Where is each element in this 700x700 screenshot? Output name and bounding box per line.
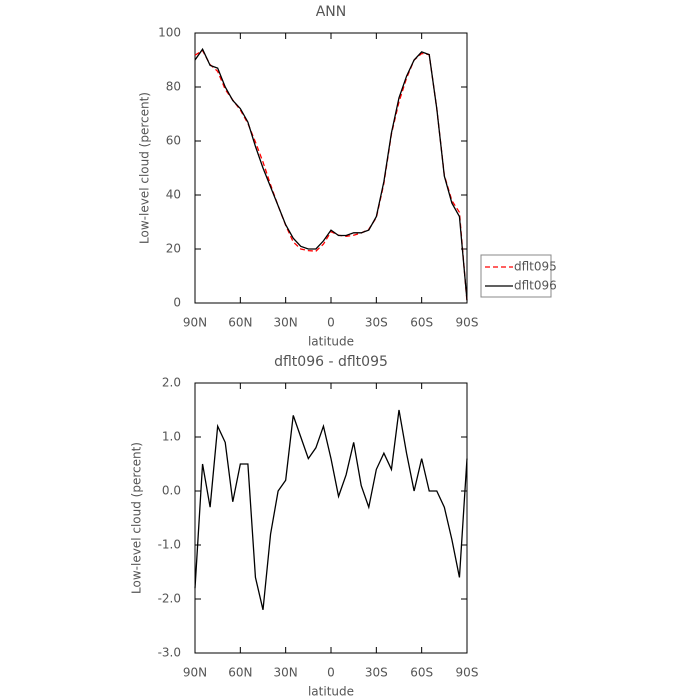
y-tick-label: 100 — [158, 26, 181, 40]
y-tick-label: 80 — [166, 80, 181, 94]
data-line — [194, 409, 468, 610]
legend-label: dflt096 — [514, 279, 557, 293]
y-tick-label: 2.0 — [162, 376, 181, 390]
x-tick-label: 0 — [327, 666, 335, 680]
x-tick-label: 30N — [274, 316, 298, 330]
plot-frame — [194, 32, 468, 304]
data-line — [194, 49, 468, 302]
x-tick-label: 90N — [183, 666, 207, 680]
x-tick-label: 90S — [456, 316, 479, 330]
y-tick-label: 20 — [166, 242, 181, 256]
x-tick-label: 60N — [228, 666, 252, 680]
y-tick-label: 60 — [166, 134, 181, 148]
plot-frame — [194, 382, 468, 654]
x-tick-label: 60S — [410, 666, 433, 680]
legend-label: dflt095 — [514, 260, 557, 274]
x-tick-label: 30N — [274, 666, 298, 680]
x-tick-label: 60N — [228, 316, 252, 330]
chart-title: dflt096 - dflt095 — [274, 354, 388, 370]
x-tick-label: 30S — [365, 316, 388, 330]
y-axis-label: Low-level cloud (percent) — [130, 442, 144, 594]
chart-title: ANN — [316, 4, 347, 20]
x-axis-label: latitude — [308, 685, 354, 699]
y-tick-label: 0.0 — [162, 484, 181, 498]
x-tick-label: 60S — [410, 316, 433, 330]
x-tick-label: 90N — [183, 316, 207, 330]
x-axis-label: latitude — [308, 335, 354, 349]
x-tick-label: 90S — [456, 666, 479, 680]
legend-box — [480, 254, 552, 298]
y-tick-label: 1.0 — [162, 430, 181, 444]
data-line — [194, 47, 468, 301]
x-tick-label: 30S — [365, 666, 388, 680]
y-axis-label: Low-level cloud (percent) — [138, 92, 152, 244]
y-tick-label: -1.0 — [158, 538, 181, 552]
y-tick-label: 40 — [166, 188, 181, 202]
y-tick-label: 0 — [173, 296, 181, 310]
x-tick-label: 0 — [327, 316, 335, 330]
y-tick-label: -2.0 — [158, 592, 181, 606]
y-tick-label: -3.0 — [158, 646, 181, 660]
